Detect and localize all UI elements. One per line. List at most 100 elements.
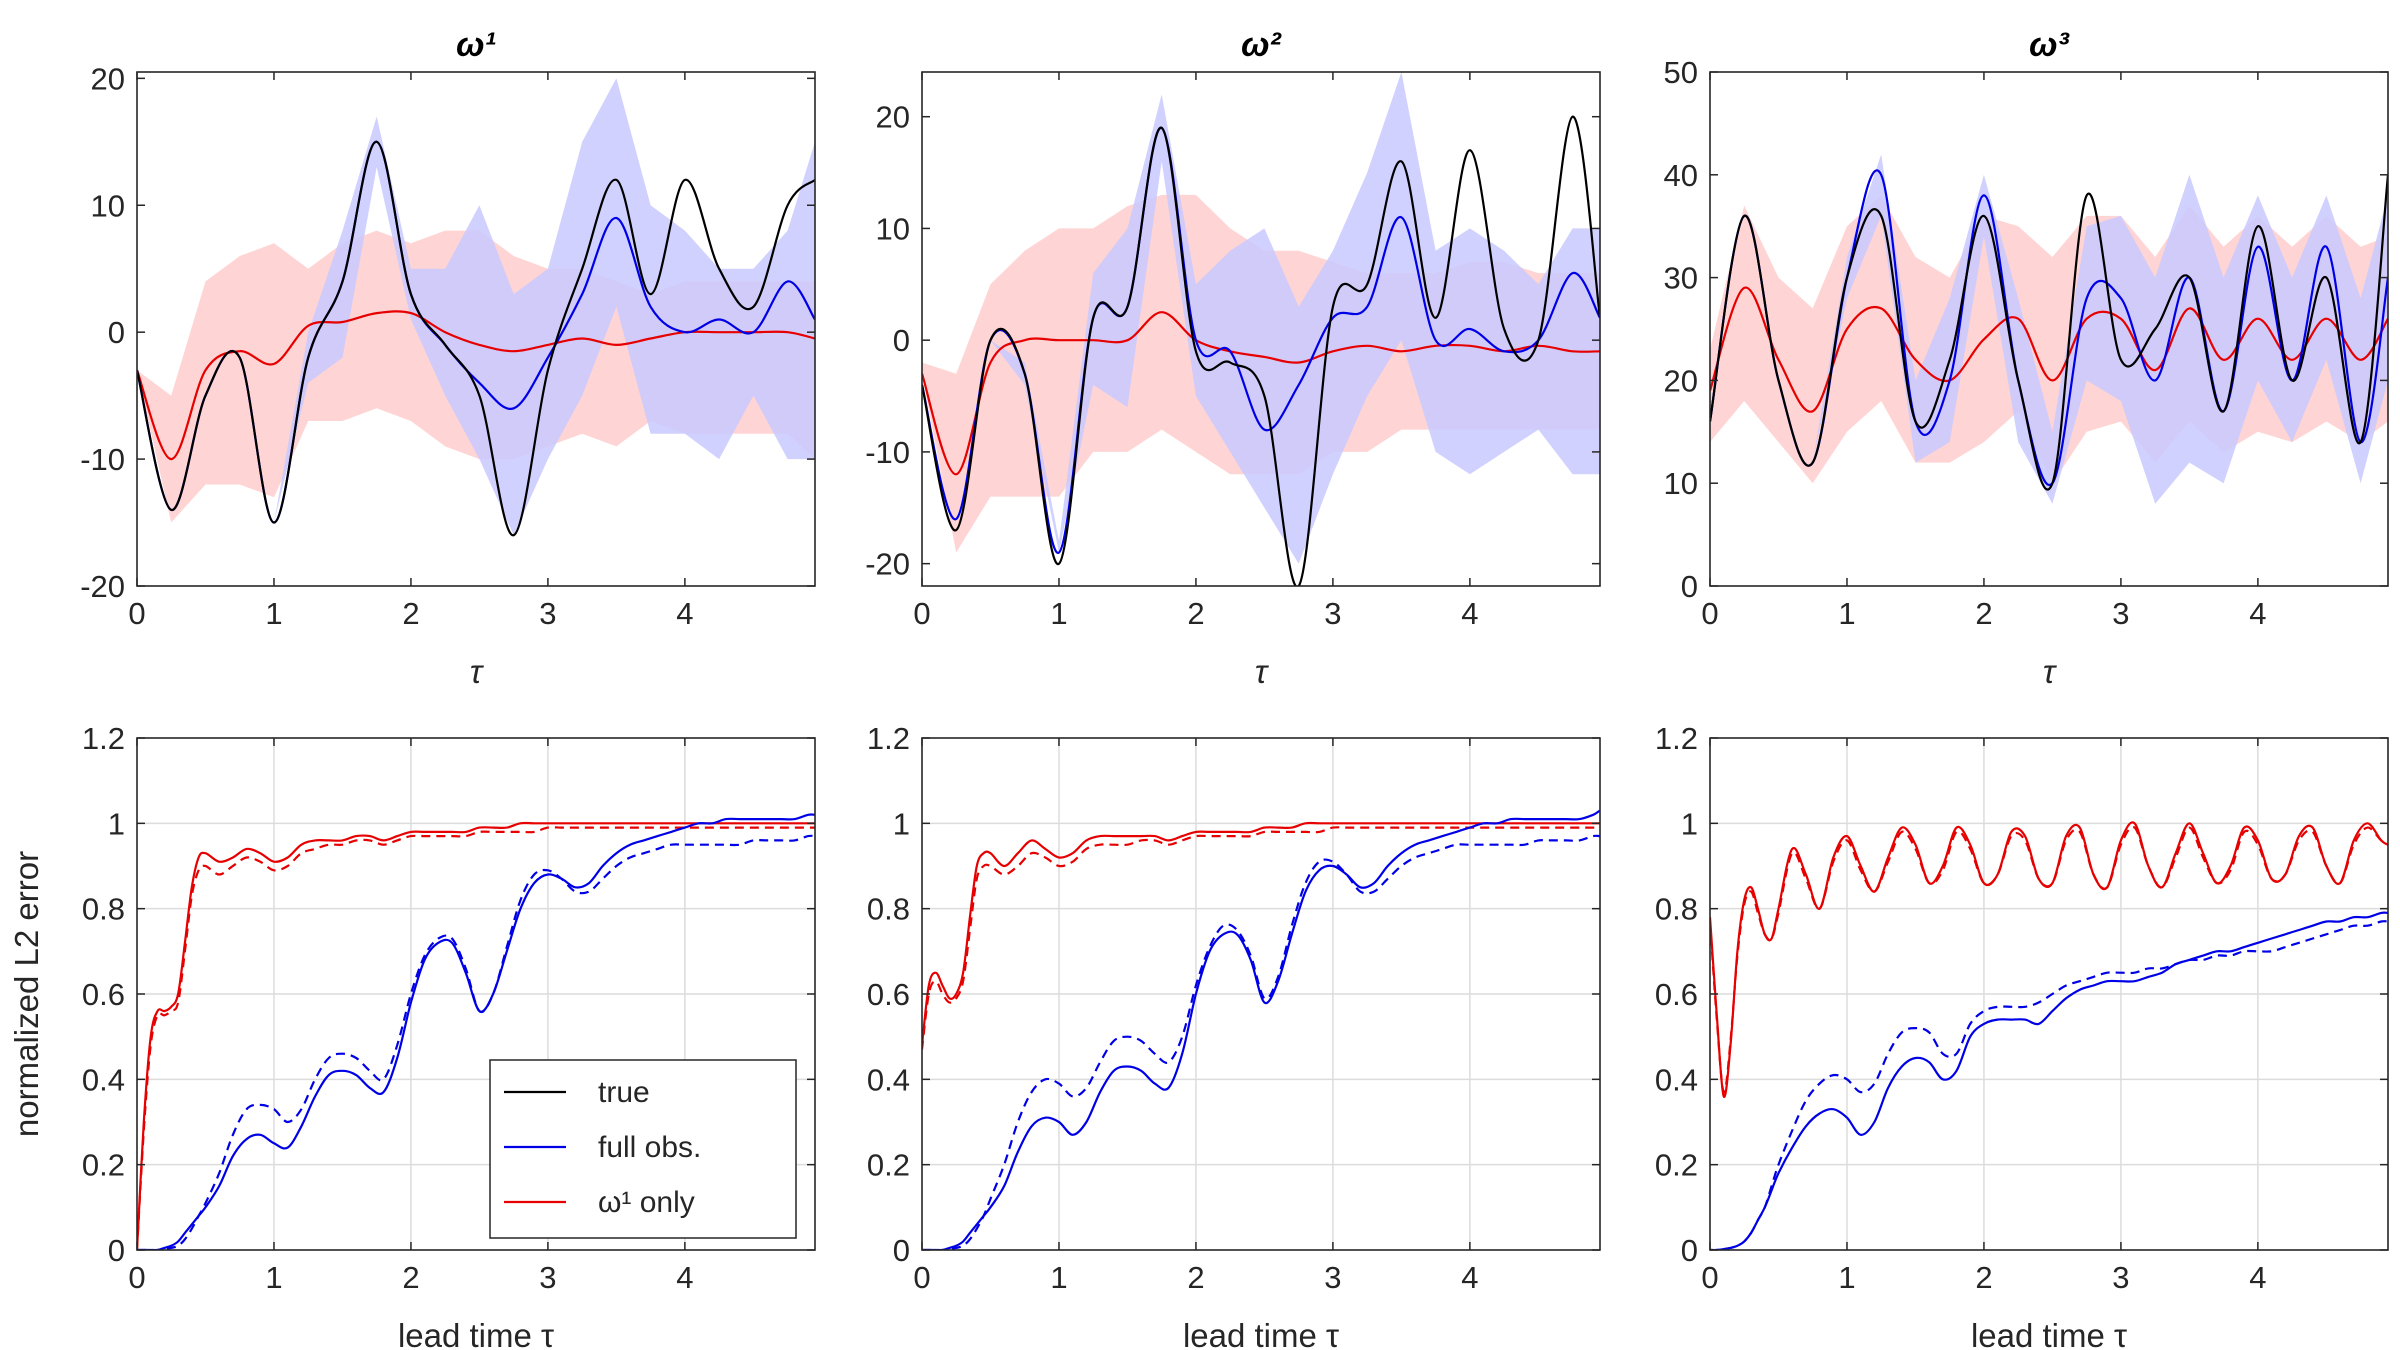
y-tick-label: 0.8 — [1655, 892, 1698, 927]
x-tick-label: 3 — [539, 596, 556, 631]
panel-title: ω² — [1241, 26, 1282, 64]
y-axis-label: normalized L2 error — [8, 851, 45, 1137]
y-tick-label: 0.4 — [867, 1062, 910, 1097]
plot-area — [137, 78, 815, 537]
y-tick-label: 0.8 — [82, 892, 125, 927]
x-tick-label: 1 — [1838, 1260, 1855, 1295]
x-tick-label: 0 — [1701, 1260, 1718, 1295]
y-tick-label: 1 — [108, 806, 125, 841]
series-line-true — [137, 140, 815, 537]
y-tick-label: 40 — [1664, 158, 1698, 193]
x-tick-label: 4 — [2249, 596, 2266, 631]
x-axis-label: τ — [2043, 653, 2058, 690]
y-tick-label: 0 — [1681, 569, 1698, 604]
y-tick-label: 0.8 — [867, 892, 910, 927]
y-tick-label: 20 — [876, 100, 910, 135]
y-tick-label: -10 — [865, 435, 910, 470]
series-line-full-dashed — [1710, 920, 2388, 1250]
x-tick-label: 1 — [265, 1260, 282, 1295]
panel-6: 0 1 2 3 4 0 0.2 0.4 0.6 0.8 1 1.2 lead time τ — [1655, 721, 2389, 1350]
x-tick-label: 3 — [1324, 596, 1341, 631]
y-tick-label: 1.2 — [1655, 721, 1698, 756]
x-tick-label: 2 — [1975, 596, 1992, 631]
y-tick-label: 0.6 — [82, 977, 125, 1012]
y-tick-label: 0.6 — [1655, 977, 1698, 1012]
plot-area — [1710, 154, 2388, 504]
y-tick-label: 0 — [108, 1233, 125, 1268]
y-tick-label: 0.4 — [1655, 1062, 1698, 1097]
full-obs-band — [922, 72, 1600, 564]
series-line-true — [1710, 174, 2388, 491]
series-line-partial — [1710, 821, 2388, 1098]
y-tick-label: 10 — [1664, 466, 1698, 501]
panel-4: 0 1 2 3 4 0 0.2 0.4 0.6 0.8 1 1.2 lead time τ normali… — [8, 721, 816, 1350]
axes-box — [136, 71, 816, 587]
y-tick-label: 1.2 — [867, 721, 910, 756]
legend: true full obs. ω¹ only — [489, 1059, 797, 1239]
y-tick-label: 1 — [893, 806, 910, 841]
y-tick-label: -20 — [80, 569, 125, 604]
x-axis-label: τ — [470, 653, 485, 690]
y-tick-label: 50 — [1664, 55, 1698, 90]
x-tick-label: 4 — [2249, 1260, 2266, 1295]
ticks: 0 1 2 3 4 -20 -10 0 10 20 — [80, 61, 815, 631]
series-line-full-dashed — [137, 834, 815, 1250]
panel-2: 0 1 2 3 4 -20 -10 0 10 20 ω² τ — [865, 26, 1601, 690]
x-tick-label: 0 — [913, 596, 930, 631]
y-tick-label: 10 — [91, 188, 125, 223]
series-line-partial — [137, 310, 815, 461]
series-line-true — [922, 115, 1600, 586]
legend-label-true: true — [598, 1076, 650, 1109]
x-tick-label: 0 — [128, 1260, 145, 1295]
y-tick-label: 20 — [1664, 363, 1698, 398]
y-tick-label: 1 — [1681, 806, 1698, 841]
x-tick-label: 2 — [402, 596, 419, 631]
plot-area — [922, 72, 1600, 586]
y-tick-label: -10 — [80, 442, 125, 477]
x-axis-label: lead time τ — [1971, 1317, 2127, 1350]
y-tick-label: 0 — [1681, 1233, 1698, 1268]
x-tick-label: 1 — [1050, 1260, 1067, 1295]
plot-area — [1710, 821, 2388, 1250]
panel-1: 0 1 2 3 4 -20 -10 0 10 20 ω¹ τ — [80, 26, 816, 690]
plot-area — [922, 809, 1600, 1250]
x-tick-label: 0 — [1701, 596, 1718, 631]
x-tick-label: 4 — [676, 1260, 693, 1295]
x-axis-label: lead time τ — [1183, 1317, 1339, 1350]
series-line-full-dashed — [922, 834, 1600, 1250]
ticks: 0 1 2 3 4 0 0.2 0.4 0.6 0.8 1 1.2 — [82, 721, 815, 1295]
x-tick-label: 3 — [2112, 1260, 2129, 1295]
x-tick-label: 4 — [1461, 1260, 1478, 1295]
x-tick-label: 3 — [1324, 1260, 1341, 1295]
axes-box — [921, 71, 1601, 587]
series-line-partial-dashed — [137, 826, 815, 1250]
y-tick-label: 1.2 — [82, 721, 125, 756]
x-tick-label: 2 — [402, 1260, 419, 1295]
ticks: 0 1 2 3 4 0 0.2 0.4 0.6 0.8 1 1.2 — [1655, 721, 2388, 1295]
series-line-partial — [922, 311, 1600, 476]
plot-area — [137, 813, 815, 1250]
y-tick-label: 0 — [893, 323, 910, 358]
ticks: 0 1 2 3 4 0 0.2 0.4 0.6 0.8 1 1.2 — [867, 721, 1600, 1295]
x-axis-label: τ — [1255, 653, 1270, 690]
series-line-partial — [1710, 286, 2388, 413]
series-line-partial-dashed — [922, 826, 1600, 1050]
x-tick-label: 0 — [913, 1260, 930, 1295]
x-tick-label: 2 — [1187, 596, 1204, 631]
x-tick-label: 3 — [539, 1260, 556, 1295]
legend-box — [489, 1059, 797, 1239]
y-tick-label: 0.6 — [867, 977, 910, 1012]
y-tick-label: 0.4 — [82, 1062, 125, 1097]
panel-title: ω¹ — [456, 26, 496, 64]
y-tick-label: 30 — [1664, 261, 1698, 296]
legend-label-partial: ω¹ only — [598, 1186, 695, 1219]
x-tick-label: 0 — [128, 596, 145, 631]
y-tick-label: 10 — [876, 211, 910, 246]
axes-box — [1709, 71, 2389, 587]
legend-label-full: full obs. — [598, 1131, 701, 1164]
y-tick-label: 20 — [91, 61, 125, 96]
panel-5: 0 1 2 3 4 0 0.2 0.4 0.6 0.8 1 1.2 lead time τ — [867, 721, 1601, 1350]
